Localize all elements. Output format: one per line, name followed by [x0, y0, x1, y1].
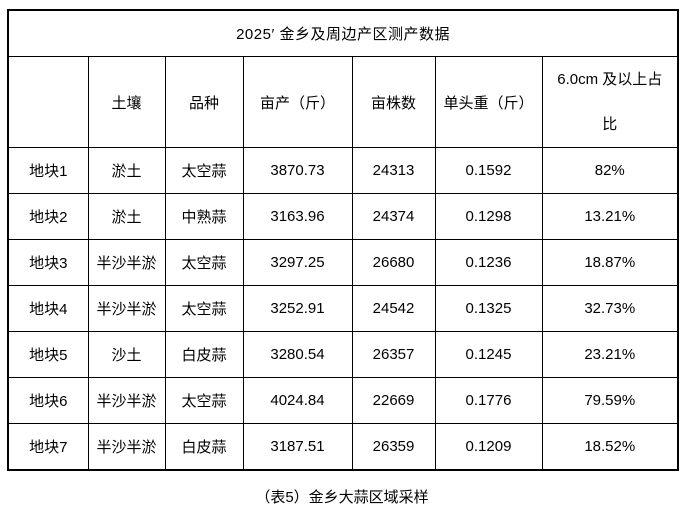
- soil-cell: 淤土: [87, 147, 166, 194]
- col-header-yield: 亩产（斤）: [242, 56, 353, 148]
- table-row: 地块5 沙土 白皮蒜 3280.54 26357 0.1245 23.21%: [7, 331, 679, 378]
- ratio-cell: 32.73%: [541, 285, 679, 332]
- table-row: 地块7 半沙半淤 白皮蒜 3187.51 26359 0.1209 18.52%: [7, 423, 679, 471]
- soil-cell: 半沙半淤: [87, 377, 166, 424]
- yield-cell: 3297.25: [242, 239, 353, 286]
- table-title: 2025′ 金乡及周边产区测产数据: [7, 9, 679, 57]
- table-caption: （表5）金乡大蒜区域采样: [255, 489, 429, 506]
- plot-label-cell: 地块2: [7, 193, 89, 240]
- variety-cell: 太空蒜: [164, 239, 244, 286]
- plants-cell: 24374: [351, 193, 436, 240]
- col-header-size-ratio: 6.0cm 及以上占比: [541, 56, 679, 148]
- plants-cell: 26359: [351, 423, 436, 471]
- table-header-row: 土壤 品种 亩产（斤） 亩株数 单头重（斤） 6.0cm 及以上占比: [7, 56, 679, 148]
- soil-cell: 沙土: [87, 331, 166, 378]
- variety-cell: 太空蒜: [164, 285, 244, 332]
- col-header-empty: [7, 56, 89, 148]
- plants-cell: 22669: [351, 377, 436, 424]
- col-header-soil: 土壤: [87, 56, 166, 148]
- soil-cell: 淤土: [87, 193, 166, 240]
- table-row: 地块2 淤土 中熟蒜 3163.96 24374 0.1298 13.21%: [7, 193, 679, 240]
- variety-cell: 太空蒜: [164, 377, 244, 424]
- table-title-row: 2025′ 金乡及周边产区测产数据: [7, 9, 679, 57]
- ratio-cell: 18.52%: [541, 423, 679, 471]
- col-header-variety: 品种: [164, 56, 244, 148]
- yield-cell: 4024.84: [242, 377, 353, 424]
- soil-cell: 半沙半淤: [87, 423, 166, 471]
- table-row: 地块1 淤土 太空蒜 3870.73 24313 0.1592 82%: [7, 147, 679, 194]
- plot-label-cell: 地块1: [7, 147, 89, 194]
- plants-cell: 26357: [351, 331, 436, 378]
- plot-label-cell: 地块3: [7, 239, 89, 286]
- yield-cell: 3163.96: [242, 193, 353, 240]
- col-header-head-weight: 单头重（斤）: [434, 56, 543, 148]
- soil-cell: 半沙半淤: [87, 285, 166, 332]
- yield-cell: 3252.91: [242, 285, 353, 332]
- ratio-cell: 82%: [541, 147, 679, 194]
- ratio-cell: 79.59%: [541, 377, 679, 424]
- table-row: 地块3 半沙半淤 太空蒜 3297.25 26680 0.1236 18.87%: [7, 239, 679, 286]
- yield-cell: 3870.73: [242, 147, 353, 194]
- table-row: 地块4 半沙半淤 太空蒜 3252.91 24542 0.1325 32.73%: [7, 285, 679, 332]
- plot-label-cell: 地块4: [7, 285, 89, 332]
- head-weight-cell: 0.1325: [434, 285, 543, 332]
- plot-label-cell: 地块6: [7, 377, 89, 424]
- head-weight-cell: 0.1245: [434, 331, 543, 378]
- ratio-cell: 18.87%: [541, 239, 679, 286]
- ratio-cell: 13.21%: [541, 193, 679, 240]
- head-weight-cell: 0.1209: [434, 423, 543, 471]
- yield-cell: 3187.51: [242, 423, 353, 471]
- head-weight-cell: 0.1776: [434, 377, 543, 424]
- variety-cell: 白皮蒜: [164, 331, 244, 378]
- plants-cell: 24542: [351, 285, 436, 332]
- col-header-plants: 亩株数: [351, 56, 436, 148]
- variety-cell: 中熟蒜: [164, 193, 244, 240]
- head-weight-cell: 0.1298: [434, 193, 543, 240]
- col-header-size-ratio-text: 6.0cm 及以上占比: [557, 71, 663, 133]
- table-row: 地块6 半沙半淤 太空蒜 4024.84 22669 0.1776 79.59%: [7, 377, 679, 424]
- variety-cell: 白皮蒜: [164, 423, 244, 471]
- plants-cell: 24313: [351, 147, 436, 194]
- yield-cell: 3280.54: [242, 331, 353, 378]
- soil-cell: 半沙半淤: [87, 239, 166, 286]
- plot-label-cell: 地块7: [7, 423, 89, 471]
- plot-label-cell: 地块5: [7, 331, 89, 378]
- variety-cell: 太空蒜: [164, 147, 244, 194]
- head-weight-cell: 0.1592: [434, 147, 543, 194]
- ratio-cell: 23.21%: [541, 331, 679, 378]
- head-weight-cell: 0.1236: [434, 239, 543, 286]
- plants-cell: 26680: [351, 239, 436, 286]
- yield-data-table: 2025′ 金乡及周边产区测产数据 土壤 品种 亩产（斤） 亩株数 单头重（斤）…: [7, 9, 680, 471]
